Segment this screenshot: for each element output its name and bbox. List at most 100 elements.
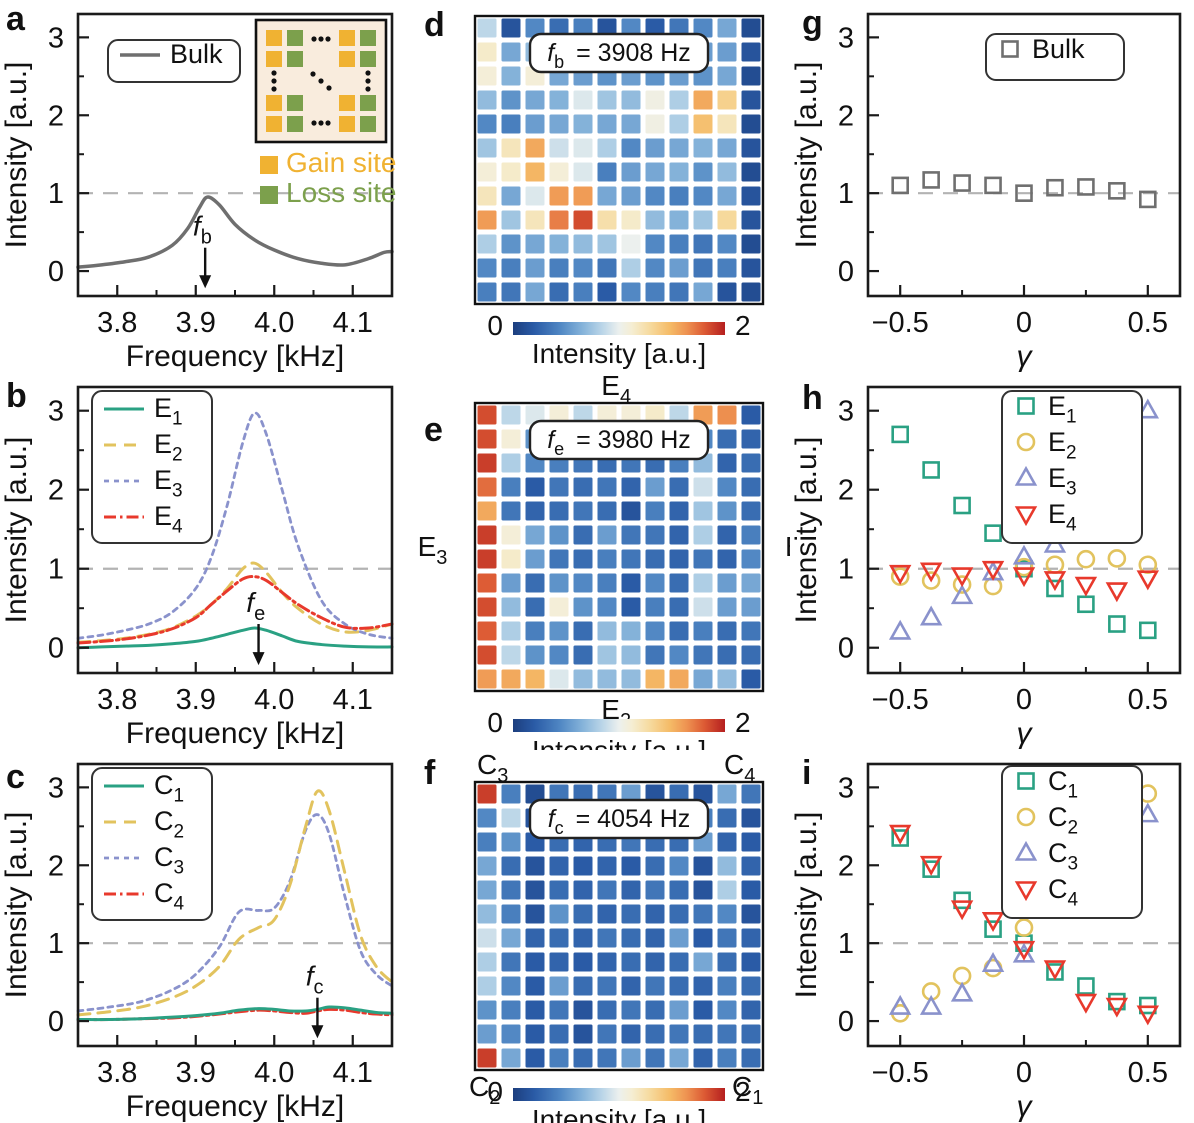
- svg-text:−0.5: −0.5: [872, 307, 929, 339]
- svg-text:E2: E2: [154, 429, 188, 466]
- svg-text:0.5: 0.5: [1128, 1057, 1168, 1089]
- panel-g: g Bulk −0.5 0 0.5 0 1 2 3 γ Intensity [a.u.]: [790, 0, 1194, 373]
- svg-text:2: 2: [838, 475, 854, 507]
- svg-text:2: 2: [48, 100, 64, 132]
- svg-text:0.5: 0.5: [1128, 684, 1168, 716]
- svg-text:1: 1: [48, 178, 64, 210]
- svg-text:Frequency [kHz]: Frequency [kHz]: [126, 1090, 344, 1123]
- svg-text:0: 0: [838, 256, 854, 288]
- svg-text:Intensity [a.u.]: Intensity [a.u.]: [532, 1104, 706, 1123]
- svg-text:Intensity [a.u.]: Intensity [a.u.]: [532, 735, 706, 750]
- panel-b-letter: b: [6, 377, 27, 415]
- svg-text:C3: C3: [1048, 838, 1083, 875]
- svg-text:0: 0: [487, 707, 503, 738]
- svg-text:Gain site: Gain site: [286, 147, 397, 178]
- panel-d-heatmap: fb = 3908 Hz 0 2 Intensity [a.u.]: [473, 14, 765, 369]
- panel-d-letter: d: [424, 6, 445, 44]
- svg-text:C4: C4: [1048, 874, 1083, 911]
- svg-text:3.8: 3.8: [97, 307, 137, 339]
- panel-a-letter: a: [6, 0, 25, 38]
- panel-g-letter: g: [802, 4, 823, 42]
- svg-text:C3: C3: [154, 842, 189, 879]
- svg-text:1: 1: [48, 554, 64, 586]
- panel-h-plot: E1 E2 E3 E4 −0.5 0 0.5 0 1 2 3 γ Intensity [a.u.…: [790, 385, 1182, 750]
- svg-text:fe = 3980 Hz: fe = 3980 Hz: [547, 426, 691, 459]
- svg-text:0: 0: [838, 633, 854, 665]
- svg-text:fb: fb: [193, 211, 218, 249]
- svg-text:2: 2: [838, 100, 854, 132]
- svg-text:−0.5: −0.5: [872, 1057, 929, 1089]
- svg-text:C1: C1: [1048, 766, 1083, 803]
- svg-text:Intensity [a.u.]: Intensity [a.u.]: [790, 437, 823, 624]
- panel-c-plot: fc C1 C2 C3 C4 3.8 3.9 4.0 4.1 0 1 2 3 Frequency…: [0, 762, 394, 1123]
- svg-text:Frequency [kHz]: Frequency [kHz]: [126, 717, 344, 750]
- svg-text:C4: C4: [724, 750, 761, 787]
- svg-text:γ: γ: [1017, 340, 1034, 373]
- svg-text:E1: E1: [1048, 391, 1082, 428]
- svg-text:Intensity [a.u.]: Intensity [a.u.]: [0, 437, 33, 624]
- svg-text:3: 3: [838, 772, 854, 804]
- panel-f-heatmap: fc = 4054 Hz C3 C4 C2 C1 0 2 Intensity [a.u…: [469, 750, 765, 1123]
- panel-d: d fb = 3908 Hz 0 2 Intensity [a.u.]: [400, 0, 790, 373]
- svg-text:2: 2: [735, 1076, 751, 1107]
- svg-text:E3: E3: [418, 531, 453, 569]
- svg-text:0: 0: [1016, 684, 1032, 716]
- svg-text:3: 3: [48, 22, 64, 54]
- panel-b-plot: fe E1 E2 E3 E4 3.8 3.9 4.0 4.1 0 1 2 3 Frequency…: [0, 385, 394, 750]
- svg-text:0: 0: [838, 1006, 854, 1038]
- svg-text:3.9: 3.9: [176, 307, 216, 339]
- svg-text:4.0: 4.0: [254, 307, 294, 339]
- svg-text:Frequency [kHz]: Frequency [kHz]: [126, 340, 344, 373]
- svg-text:E4: E4: [1048, 499, 1082, 536]
- svg-text:fc: fc: [306, 961, 329, 999]
- svg-text:C2: C2: [1048, 802, 1083, 839]
- svg-text:3: 3: [838, 22, 854, 54]
- svg-text:E4: E4: [154, 501, 188, 538]
- svg-text:E1: E1: [154, 393, 188, 430]
- svg-text:2: 2: [735, 310, 751, 341]
- svg-text:0: 0: [1016, 1057, 1032, 1089]
- svg-text:0: 0: [487, 310, 503, 341]
- svg-text:2: 2: [838, 850, 854, 882]
- panel-c-letter: c: [6, 758, 25, 796]
- svg-text:4.1: 4.1: [333, 684, 373, 716]
- svg-text:Intensity [a.u.]: Intensity [a.u.]: [0, 812, 33, 999]
- panel-h: h E1 E2 E3 E4 −0.5 0 0.5 0 1 2 3 γ Intensity [a.…: [790, 373, 1194, 750]
- svg-text:fb = 3908 Hz: fb = 3908 Hz: [547, 39, 691, 72]
- svg-text:C3: C3: [477, 750, 514, 787]
- svg-text:3.9: 3.9: [176, 1057, 216, 1089]
- svg-text:Loss site: Loss site: [286, 177, 397, 208]
- svg-text:C4: C4: [154, 878, 189, 915]
- svg-text:−0.5: −0.5: [872, 684, 929, 716]
- svg-text:0: 0: [487, 1076, 503, 1107]
- panel-a: a fb Bulk 3.8 3.9 4.0 4.1 0 1 2 3 Frequency [kHz]…: [0, 0, 400, 373]
- panel-f: f fc = 4054 Hz C3 C4 C2 C1 0 2 Intensity [a…: [400, 750, 790, 1123]
- panel-e-letter: e: [424, 411, 443, 449]
- svg-text:4.1: 4.1: [333, 1057, 373, 1089]
- svg-text:0: 0: [48, 256, 64, 288]
- svg-text:0.5: 0.5: [1128, 307, 1168, 339]
- svg-text:E2: E2: [1048, 427, 1082, 464]
- svg-text:0: 0: [48, 1006, 64, 1038]
- svg-text:Bulk: Bulk: [1032, 34, 1085, 64]
- svg-text:0: 0: [48, 633, 64, 665]
- svg-text:fe: fe: [246, 587, 271, 625]
- svg-text:C2: C2: [469, 1071, 506, 1109]
- svg-text:E3: E3: [154, 465, 188, 502]
- svg-text:E3: E3: [1048, 463, 1082, 500]
- svg-text:1: 1: [838, 178, 854, 210]
- panel-b: b fe E1 E2 E3 E4 3.8 3.9 4.0 4.1 0 1 2 3 Frequen…: [0, 373, 400, 750]
- panel-i-plot: C1 C2 C3 C4 −0.5 0 0.5 0 1 2 3 γ Intensity [a.u.…: [790, 762, 1182, 1123]
- svg-text:3: 3: [838, 396, 854, 428]
- svg-text:Intensity [a.u.]: Intensity [a.u.]: [532, 338, 706, 369]
- panel-c: c fc C1 C2 C3 C4 3.8 3.9 4.0 4.1 0 1 2 3 Frequen…: [0, 750, 400, 1123]
- svg-text:2: 2: [48, 850, 64, 882]
- svg-text:2: 2: [735, 707, 751, 738]
- svg-text:Intensity [a.u.]: Intensity [a.u.]: [790, 62, 823, 249]
- svg-text:fc = 4054 Hz: fc = 4054 Hz: [548, 805, 691, 838]
- svg-text:4.0: 4.0: [254, 684, 294, 716]
- svg-text:C2: C2: [154, 806, 189, 843]
